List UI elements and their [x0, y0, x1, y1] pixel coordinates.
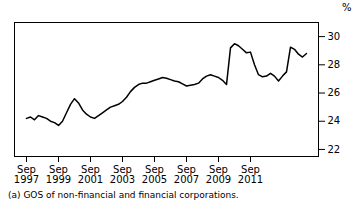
svg-text:28: 28: [328, 59, 341, 70]
svg-text:Sep2003: Sep2003: [110, 164, 135, 185]
svg-text:Sep1997: Sep1997: [14, 164, 39, 185]
svg-text:22: 22: [328, 144, 341, 155]
svg-text:24: 24: [328, 115, 341, 126]
svg-text:26: 26: [328, 87, 341, 98]
svg-text:Sep2005: Sep2005: [142, 164, 167, 185]
svg-text:Sep2007: Sep2007: [174, 164, 199, 185]
svg-text:Sep2001: Sep2001: [78, 164, 103, 185]
svg-text:Sep2009: Sep2009: [206, 164, 231, 185]
svg-text:30: 30: [328, 31, 341, 42]
svg-text:Sep1999: Sep1999: [46, 164, 71, 185]
html-text:(a) GOS of non-financial and f: (a) GOS of non-financial and financial c…: [8, 190, 239, 200]
svg-text:Sep2011: Sep2011: [238, 164, 263, 185]
svg-text:%: %: [342, 2, 352, 13]
